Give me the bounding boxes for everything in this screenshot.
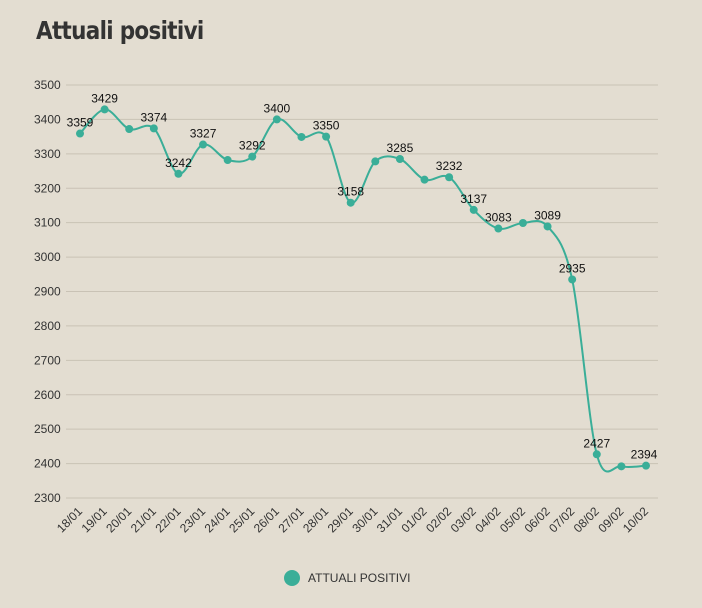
x-tick-label: 21/01 [128,504,159,535]
x-tick-label: 30/01 [349,504,380,535]
data-point [272,115,281,124]
data-label: 3400 [264,101,291,115]
y-tick-label: 2700 [34,353,61,367]
legend-label: ATTUALI POSITIVI [308,571,411,585]
y-tick-label: 2900 [34,285,61,299]
data-point [469,205,478,214]
y-tick-label: 2400 [34,457,61,471]
data-label: 3285 [387,141,414,155]
data-point [568,275,577,284]
x-tick-label: 03/02 [448,504,479,535]
data-point [346,198,355,207]
chart-title: Attuali positivi [36,16,204,45]
x-tick-label: 31/01 [374,504,405,535]
data-label: 3089 [534,208,561,222]
data-point [248,152,257,161]
x-tick-label: 05/02 [497,504,528,535]
data-point [223,156,232,165]
data-point [617,462,626,471]
data-point [149,124,158,133]
data-point [420,175,429,184]
y-tick-label: 2500 [34,422,61,436]
data-point [125,125,134,134]
x-tick-label: 24/01 [202,504,233,535]
y-tick-label: 3000 [34,250,61,264]
data-label: 3374 [140,110,167,124]
data-point [543,222,552,231]
data-label: 3327 [190,127,217,141]
x-tick-label: 04/02 [472,504,503,535]
legend-item[interactable]: ATTUALI POSITIVI [284,570,410,586]
data-label: 3137 [460,192,487,206]
x-tick-label: 07/02 [546,504,577,535]
y-tick-label: 3500 [34,78,61,92]
x-tick-label: 01/02 [399,504,430,535]
x-tick-label: 10/02 [620,504,651,535]
x-tick-label: 27/01 [275,504,306,535]
data-label: 3350 [313,119,340,133]
data-point [494,224,503,233]
x-tick-label: 22/01 [152,504,183,535]
data-point [174,169,183,178]
data-point [76,129,84,138]
data-label: 3083 [485,211,512,225]
data-label: 3232 [436,159,463,173]
data-point [518,219,527,228]
data-label: 3158 [337,185,364,199]
y-tick-label: 2600 [34,388,61,402]
x-tick-label: 09/02 [595,504,626,535]
x-tick-label: 23/01 [177,504,208,535]
x-tick-label: 08/02 [571,504,602,535]
y-tick-label: 3100 [34,216,61,230]
data-label: 2394 [631,448,658,462]
data-label: 3292 [239,139,266,153]
data-label: 3359 [67,116,94,130]
data-point [395,154,404,163]
data-point [297,132,306,141]
data-point [371,157,380,166]
data-label: 3429 [91,91,118,105]
data-point [322,132,331,141]
x-tick-label: 20/01 [103,504,134,535]
data-label: 2427 [583,436,610,450]
data-point [642,461,650,470]
x-tick-label: 19/01 [79,504,110,535]
data-point [445,173,454,182]
x-tick-label: 06/02 [522,504,553,535]
x-tick-label: 25/01 [226,504,257,535]
y-tick-label: 2300 [34,491,61,505]
x-tick-label: 29/01 [325,504,356,535]
data-point [199,140,208,149]
data-label: 3242 [165,156,192,170]
legend-marker-icon [284,570,300,586]
data-label: 2935 [559,261,586,275]
x-tick-label: 02/02 [423,504,454,535]
data-point [100,105,109,114]
x-tick-label: 26/01 [251,504,282,535]
data-point [592,450,601,459]
y-tick-label: 3200 [34,181,61,195]
y-tick-label: 3300 [34,147,61,161]
x-tick-label: 28/01 [300,504,331,535]
x-tick-label: 18/01 [54,504,85,535]
y-tick-label: 2800 [34,319,61,333]
y-tick-label: 3400 [34,112,61,126]
